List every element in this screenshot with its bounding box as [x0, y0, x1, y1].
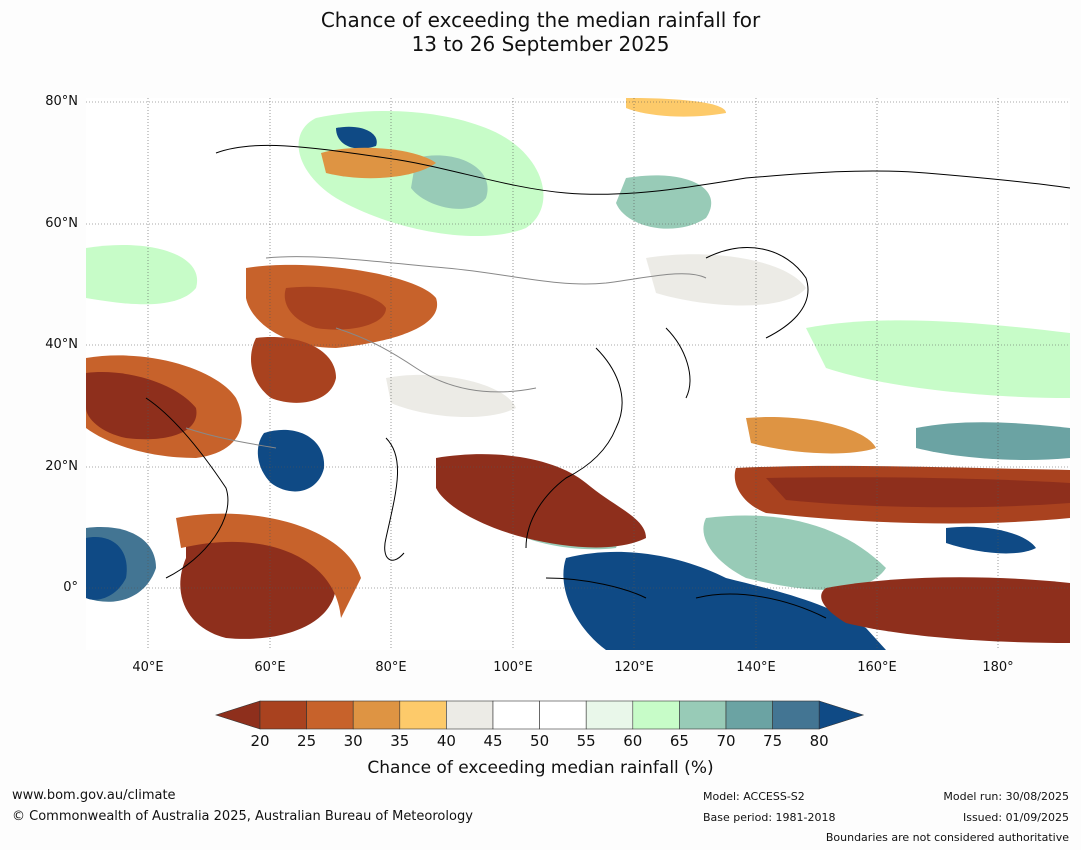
colorbar-extend-low [215, 700, 261, 730]
country-borders [185, 256, 707, 449]
rainfall-map-svg [86, 98, 1070, 650]
title-line-1: Chance of exceeding the median rainfall … [320, 8, 761, 32]
colorbar-tick-label: 75 [763, 732, 783, 750]
footer-url: www.bom.gov.au/climate [12, 788, 176, 803]
title-line-2: 13 to 26 September 2025 [411, 32, 670, 56]
colorbar-swatch [725, 700, 773, 730]
colorbar-swatch [632, 700, 680, 730]
lat-label-80n: 80°N [45, 94, 78, 109]
colorbar-swatch [492, 700, 540, 730]
lon-label-180: 180° [982, 660, 1014, 675]
lon-label-140e: 140°E [736, 660, 776, 675]
lon-label-40e: 40°E [132, 660, 164, 675]
colorbar-swatch [772, 700, 820, 730]
lon-label-60e: 60°E [254, 660, 286, 675]
lon-label-120e: 120°E [614, 660, 654, 675]
colorbar-swatch [679, 700, 727, 730]
lat-label-0: 0° [63, 580, 78, 595]
colorbar-tick-label: 70 [716, 732, 736, 750]
colorbar-swatch [352, 700, 401, 730]
colorbar-extend-high [818, 700, 865, 730]
colorbar-swatch [446, 700, 494, 730]
footer-base-period: Base period: 1981-2018 [703, 811, 836, 824]
lon-label-100e: 100°E [493, 660, 533, 675]
rainfall-map [86, 98, 1070, 650]
lat-label-40n: 40°N [45, 337, 78, 352]
coastlines [145, 144, 1070, 619]
colorbar-tick-label: 65 [669, 732, 689, 750]
lat-label-20n: 20°N [45, 459, 78, 474]
colorbar-tick-label: 20 [250, 732, 270, 750]
colorbar-tick-label: 50 [530, 732, 550, 750]
colorbar-swatch [259, 700, 307, 730]
lat-label-60n: 60°N [45, 216, 78, 231]
colorbar-tick-label: 40 [436, 732, 456, 750]
colorbar-swatch [585, 700, 634, 730]
lon-label-160e: 160°E [857, 660, 897, 675]
colorbar-tick-label: 45 [483, 732, 503, 750]
map-title: Chance of exceeding the median rainfall … [0, 8, 1081, 56]
footer-boundaries: Boundaries are not considered authoritat… [825, 831, 1069, 844]
colorbar-tick-label: 55 [576, 732, 596, 750]
dry-regions [86, 98, 1070, 643]
footer-issued: Issued: 01/09/2025 [962, 811, 1069, 824]
near-median-regions [386, 254, 806, 418]
very-wet-regions [86, 126, 1036, 650]
colorbar-tick-label: 80 [809, 732, 829, 750]
footer-model-run: Model run: 30/08/2025 [943, 790, 1069, 803]
colorbar-tick-label: 30 [343, 732, 363, 750]
colorbar-swatch [399, 700, 447, 730]
lon-label-80e: 80°E [375, 660, 407, 675]
colorbar-label: Chance of exceeding median rainfall (%) [367, 758, 714, 778]
graticule [86, 98, 1070, 650]
colorbar-tick-label: 60 [623, 732, 643, 750]
colorbar [215, 700, 865, 730]
footer-copyright: © Commonwealth of Australia 2025, Austra… [12, 809, 473, 824]
colorbar-tick-label: 35 [390, 732, 410, 750]
colorbar-swatch [306, 700, 354, 730]
colorbar-swatch [539, 700, 587, 730]
colorbar-tick-label: 25 [297, 732, 317, 750]
footer-model: Model: ACCESS-S2 [703, 790, 805, 803]
